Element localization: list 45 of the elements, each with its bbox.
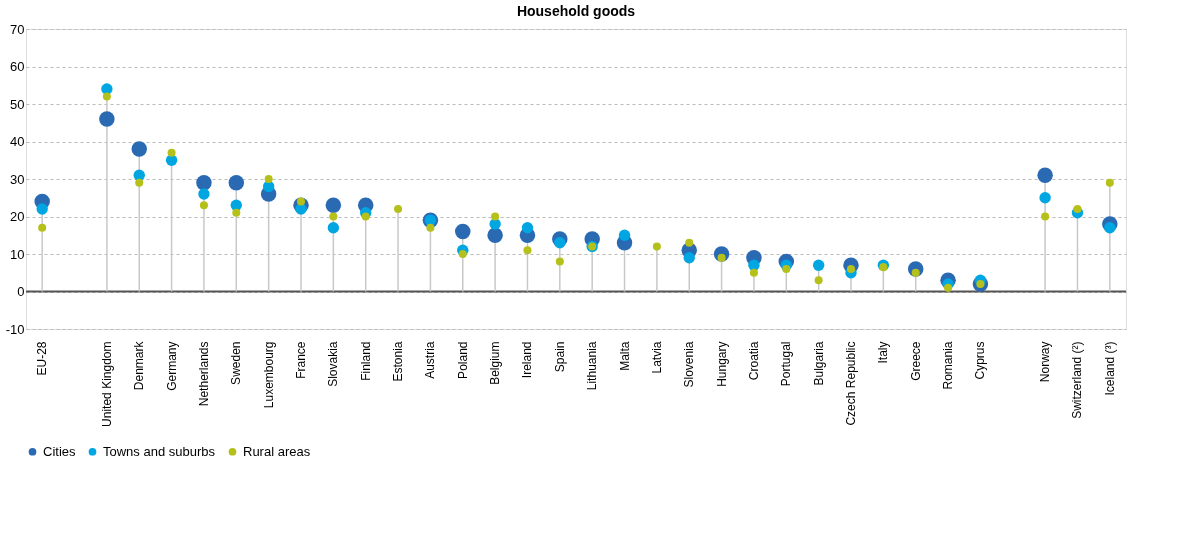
x-tick-label: Netherlands bbox=[196, 341, 211, 407]
x-tick-label: France bbox=[294, 341, 308, 379]
x-tick-label: Poland bbox=[455, 341, 470, 379]
y-tick-label: 0 bbox=[17, 284, 25, 299]
x-tick-label: United Kingdom bbox=[99, 341, 114, 427]
x-tick-label: Luxembourg bbox=[261, 341, 276, 409]
x-tick-label: Norway bbox=[1038, 341, 1053, 383]
x-tick-label: Slovakia bbox=[326, 341, 341, 387]
x-tick-label: Austria bbox=[423, 341, 438, 379]
x-tick-label: Croatia bbox=[746, 341, 761, 381]
x-tick-label: Bulgaria bbox=[811, 341, 826, 386]
legend-label: Rural areas bbox=[243, 443, 311, 459]
x-tick-label: Lithuania bbox=[585, 341, 600, 391]
y-tick-label: 60 bbox=[10, 59, 25, 74]
y-tick-label: 70 bbox=[10, 21, 25, 37]
x-tick-label: Iceland (³) bbox=[1102, 341, 1117, 396]
x-tick-label: Estonia bbox=[391, 341, 406, 382]
x-tick-label: Italy bbox=[876, 341, 891, 364]
y-tick-label: 30 bbox=[10, 171, 25, 187]
x-tick-label: Cyprus bbox=[973, 341, 988, 380]
x-tick-label: Sweden bbox=[229, 341, 244, 385]
x-tick-label: Latvia bbox=[649, 341, 664, 374]
x-tick-label: Romania bbox=[941, 341, 956, 390]
x-tick-label: Hungary bbox=[714, 341, 729, 387]
x-tick-label: Switzerland (²) bbox=[1070, 341, 1085, 419]
x-tick-label: Greece bbox=[908, 341, 923, 381]
y-tick-label: 40 bbox=[10, 134, 25, 149]
x-tick-label: Belgium bbox=[488, 341, 503, 385]
x-tick-label: Portugal bbox=[779, 341, 794, 387]
x-tick-label: Spain bbox=[552, 341, 567, 373]
y-tick-label: 10 bbox=[10, 246, 25, 262]
x-tick-label: Denmark bbox=[132, 340, 147, 391]
x-tick-label: EU-28 bbox=[35, 341, 50, 376]
y-tick-label: 50 bbox=[10, 96, 25, 112]
x-tick-label: Slovenia bbox=[682, 341, 697, 388]
legend-label: Cities bbox=[43, 443, 77, 459]
y-tick-label: 20 bbox=[10, 209, 25, 224]
x-tick-label: Malta bbox=[617, 341, 632, 371]
x-tick-label: Germany bbox=[164, 341, 179, 391]
chart-title: Household goods bbox=[516, 3, 636, 19]
x-tick-label: Finland bbox=[358, 341, 373, 381]
x-tick-label: Ireland bbox=[520, 341, 535, 379]
x-tick-label: Czech Republic bbox=[844, 341, 858, 426]
legend-label: Towns and suburbs bbox=[103, 443, 216, 459]
y-tick-label: -10 bbox=[5, 321, 25, 337]
